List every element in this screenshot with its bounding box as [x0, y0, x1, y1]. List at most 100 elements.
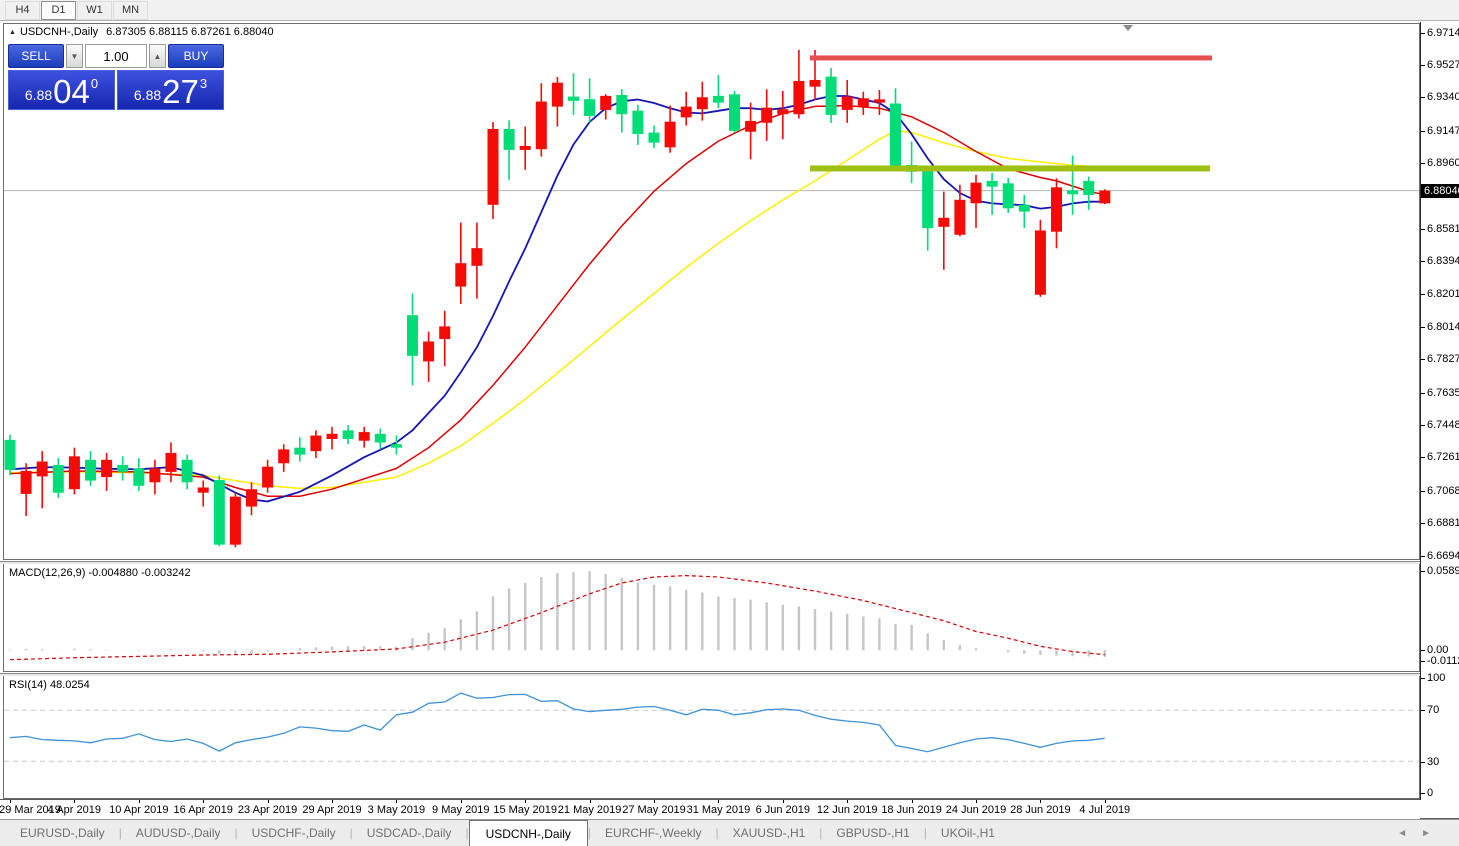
volume-decrease-icon[interactable]: ▼ [66, 44, 83, 68]
tab-divider: | [465, 826, 469, 840]
ohlc-values: 6.87305 6.88115 6.87261 6.88040 [106, 26, 274, 38]
date-label: 6 Jun 2019 [755, 804, 811, 816]
chart-shift-icon[interactable] [1123, 25, 1133, 31]
candle-body [165, 452, 177, 472]
date-label: 24 Jun 2019 [945, 804, 1007, 816]
collapse-triangle-icon[interactable]: ▲ [9, 29, 16, 36]
candle-body [342, 430, 354, 439]
resistance-line[interactable] [810, 55, 1212, 61]
tab-usdchfdaily[interactable]: USDCHF-,Daily [251, 826, 336, 840]
tab-usdcaddaily[interactable]: USDCAD-,Daily [366, 826, 452, 840]
rsi-label: RSI(14) 48.0254 [9, 679, 90, 691]
candle-body [777, 109, 789, 115]
candle-body [1051, 187, 1062, 232]
date-axis-tick [332, 800, 333, 803]
candle-body [36, 461, 48, 477]
candle-body [374, 433, 386, 443]
candle-body [986, 180, 998, 187]
candle-body [278, 449, 290, 464]
candle-body [423, 341, 435, 362]
date-axis-tick [1104, 800, 1106, 803]
tab-divider: | [715, 826, 719, 840]
macd-signal-line [9, 574, 1105, 661]
price-axis-tick [1421, 228, 1425, 230]
rsi-panel-splitter[interactable] [0, 673, 1459, 676]
macd-panel-splitter[interactable] [0, 561, 1459, 564]
candle-body [487, 128, 499, 205]
candle-body [133, 468, 145, 486]
tab-eurchfweekly[interactable]: EURCHF-,Weekly [605, 826, 702, 840]
candle-body [535, 101, 547, 150]
candle-body [873, 99, 885, 103]
candle-body [1099, 190, 1111, 204]
buy-button[interactable]: BUY [168, 44, 224, 68]
date-label: 23 Apr 2019 [237, 804, 298, 816]
price-chart-canvas[interactable] [0, 22, 1420, 561]
date-axis-tick [976, 800, 977, 803]
candle-body [938, 217, 950, 227]
candle-body [471, 248, 483, 266]
ma-mid-red [9, 104, 1105, 497]
candle-body [439, 326, 451, 340]
price-axis[interactable]: 6.88040 6.971406.952706.934006.914756.89… [1421, 22, 1459, 800]
tab-gbpusdh1[interactable]: GBPUSD-,H1 [836, 826, 910, 840]
sell-price-big: 04 [53, 72, 90, 110]
rsi-axis-tick [1421, 792, 1425, 794]
price-axis-tick [1421, 130, 1425, 132]
date-axis-tick [203, 800, 205, 803]
tab-xauusdh1[interactable]: XAUUSD-,H1 [732, 826, 806, 840]
one-click-trade-panel: SELL ▼ 1.00 ▲ BUY 6.88 04 0 6.88 27 3 [8, 44, 224, 110]
candle-body [648, 132, 660, 143]
candle-body [294, 447, 306, 455]
tab-scroll-right-icon[interactable]: ► [1421, 828, 1431, 839]
tab-scroll-left-icon[interactable]: ◄ [1397, 828, 1408, 839]
candle-body [970, 182, 982, 204]
candle-body [181, 459, 193, 483]
candle-body [1002, 183, 1014, 209]
buy-price-tile[interactable]: 6.88 27 3 [117, 70, 224, 110]
rsi-axis-tick [1421, 709, 1425, 711]
rsi-indicator-canvas[interactable] [0, 675, 1420, 800]
date-axis-tick [525, 800, 527, 803]
price-axis-tick [1421, 261, 1425, 263]
sell-button[interactable]: SELL [8, 44, 64, 68]
date-axis-tick [138, 800, 140, 803]
date-label: 10 Apr 2019 [109, 804, 169, 816]
timeframe-button-h4[interactable]: H4 [5, 0, 40, 20]
timeframe-button-d1[interactable]: D1 [41, 0, 76, 20]
candle-body [213, 480, 225, 545]
rsi-line [9, 692, 1105, 753]
date-axis-tick [10, 800, 11, 803]
date-axis-tick [267, 800, 269, 803]
support-line[interactable] [810, 165, 1210, 172]
candle-body [4, 439, 16, 470]
candle-body [246, 489, 257, 507]
date-axis-tick [1040, 800, 1042, 803]
candle-body [1067, 190, 1079, 195]
volume-input[interactable]: 1.00 [85, 44, 147, 68]
tab-ukoilh1[interactable]: UKOil-,H1 [940, 826, 995, 840]
sell-price-tile[interactable]: 6.88 04 0 [8, 70, 115, 110]
tab-eurusddaily[interactable]: EURUSD-,Daily [20, 826, 105, 840]
candle-body [551, 82, 563, 107]
macd-indicator-canvas[interactable] [0, 563, 1420, 673]
candle-body [1083, 180, 1095, 195]
chart-title-ohlc: ▲ USDCNH-,Daily 6.87305 6.88115 6.87261 6.… [9, 26, 274, 38]
tab-divider: | [349, 826, 353, 840]
price-axis-tick [1421, 392, 1425, 394]
macd-axis-tick [1421, 660, 1425, 662]
price-axis-tick [1421, 294, 1425, 296]
date-label: 29 Mar 2019 [0, 804, 61, 816]
tab-usdcnhdaily[interactable]: USDCNH-,Daily [468, 820, 588, 846]
tab-audusddaily[interactable]: AUDUSD-,Daily [135, 826, 221, 840]
tab-divider: | [234, 826, 238, 840]
ma-fast-blue [9, 95, 1105, 503]
date-axis-tick [654, 800, 655, 803]
timeframe-button-mn[interactable]: MN [113, 0, 148, 20]
volume-increase-icon[interactable]: ▲ [149, 44, 166, 68]
date-label: 15 May 2019 [493, 804, 557, 816]
date-axis[interactable]: 29 Mar 2019 4 Apr 2019 10 Apr 2019 16 Apr 2… [0, 800, 1420, 819]
candle-body [696, 97, 708, 110]
timeframe-button-w1[interactable]: W1 [77, 0, 112, 20]
